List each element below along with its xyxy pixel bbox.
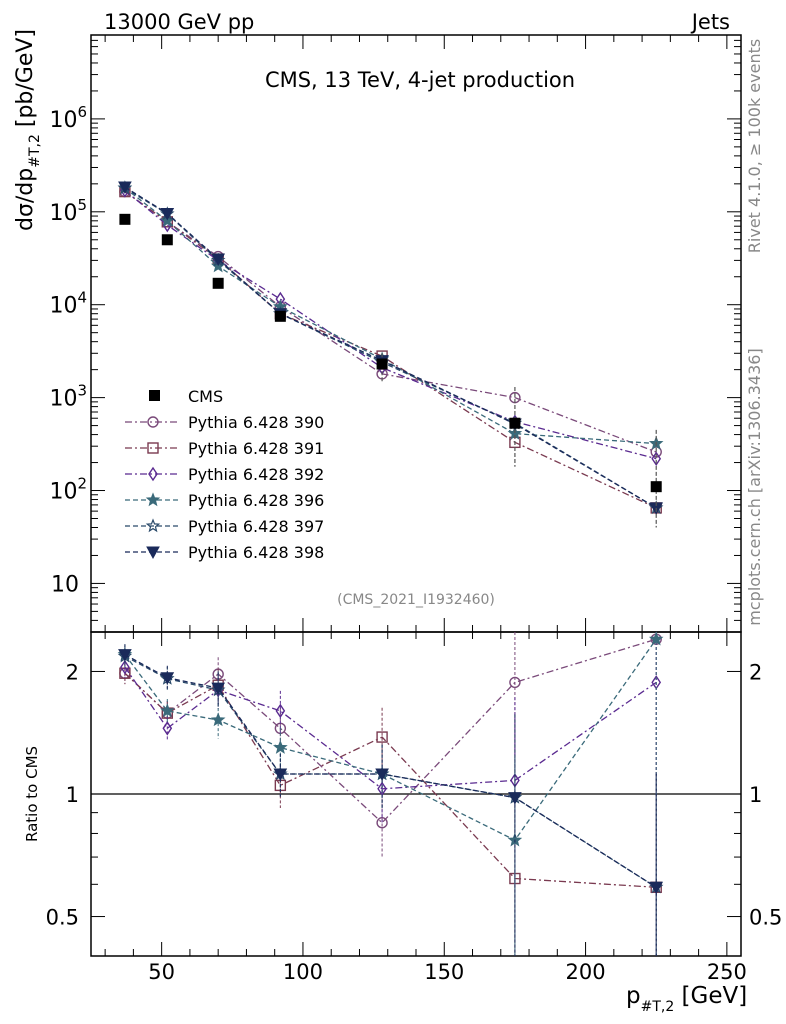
ratio-series-line xyxy=(124,638,657,824)
legend-marker xyxy=(147,442,159,454)
ratio-plot-series xyxy=(117,631,664,956)
tick-exponent: 6 xyxy=(77,103,87,121)
ratio-series-point xyxy=(160,703,175,718)
ratio-series-point xyxy=(649,881,664,895)
legend-marker xyxy=(146,546,160,560)
legend-label: Pythia 6.428 397 xyxy=(188,517,324,536)
x-axis-label-sub: #T,2 xyxy=(641,999,675,1015)
ratio-series-point xyxy=(118,649,132,662)
ratio-series-point xyxy=(273,739,288,754)
ratio-series-line xyxy=(124,654,657,888)
tick-exponent: 3 xyxy=(77,382,87,400)
ratio-y-axis-label: Ratio to CMS xyxy=(23,746,41,842)
x-tick-label: 100 xyxy=(283,960,323,984)
ratio-series-point xyxy=(210,712,226,727)
tick-base: 10 xyxy=(49,294,77,319)
ratio-series-point xyxy=(508,792,522,805)
cms-data-point xyxy=(161,234,173,246)
main-y-axis-label: dσ/dp#T,2 [pb/GeV] xyxy=(13,29,43,231)
ratio-series-point xyxy=(120,659,130,675)
cms-data-point xyxy=(212,277,224,289)
main-series-point xyxy=(211,253,226,267)
tick-exponent: 4 xyxy=(77,289,87,307)
ratio-series-point xyxy=(376,731,388,743)
ratio-series-point xyxy=(211,682,226,696)
legend-marker xyxy=(145,518,161,533)
ratio-series-point xyxy=(648,631,664,646)
main-y-tick-label: 105 xyxy=(49,196,87,226)
x-axis-label: p#T,2 [GeV] xyxy=(626,983,747,1015)
x-axis-label-unit: [GeV] xyxy=(674,983,747,1009)
cms-data-point xyxy=(650,481,662,493)
cms-data-point xyxy=(274,310,286,322)
tick-exponent: 5 xyxy=(77,196,87,214)
ratio-series-point xyxy=(162,721,173,736)
main-y-tick-label: 104 xyxy=(49,289,87,319)
legend-marker xyxy=(145,492,161,507)
ratio-series-point xyxy=(509,676,521,689)
ratio-series-point xyxy=(375,768,389,782)
main-y-tick-label: 103 xyxy=(49,382,87,412)
header-left: 13000 GeV pp xyxy=(104,10,254,34)
tick-exponent: 2 xyxy=(77,475,87,493)
ratio-y-tick-label-right: 0.5 xyxy=(749,906,782,930)
legend-marker xyxy=(148,466,158,482)
ratio-series-point xyxy=(160,672,175,685)
ratio-y-tick-label-right: 1 xyxy=(749,783,762,807)
analysis-id-label: (CMS_2021_I1932460) xyxy=(337,592,495,608)
main-series-point xyxy=(651,451,662,466)
tick-base: 10 xyxy=(49,387,77,412)
tick-base: 10 xyxy=(49,480,77,505)
main-plot-series xyxy=(117,180,664,528)
cms-data-point xyxy=(376,358,388,370)
plot-title: CMS, 13 TeV, 4-jet production xyxy=(265,68,575,92)
main-series-point xyxy=(118,181,132,195)
main-y-tick-label: 106 xyxy=(49,103,87,133)
legend-marker xyxy=(147,416,159,428)
ratio-series-line xyxy=(124,655,657,888)
cms-data-point xyxy=(509,417,521,429)
tick-base: 10 xyxy=(49,201,77,226)
legend: CMS Pythia 6.428 390 Pythia 6.428 391 Pythi… xyxy=(125,387,324,562)
main-y-axis-label-sub: #T,2 xyxy=(27,134,43,168)
x-tick-label: 200 xyxy=(566,960,606,984)
ratio-series-line xyxy=(124,638,657,842)
ratio-y-tick-label: 1 xyxy=(66,783,79,807)
legend-label: Pythia 6.428 390 xyxy=(188,413,324,432)
main-y-axis-label-main: dσ/dp xyxy=(13,168,38,231)
main-y-tick-label: 10 xyxy=(51,572,79,597)
x-tick-label: 50 xyxy=(148,960,175,984)
main-y-tick-label: 102 xyxy=(49,475,87,505)
ratio-series-point xyxy=(275,703,286,719)
legend-label: Pythia 6.428 396 xyxy=(188,491,324,510)
legend-label: Pythia 6.428 398 xyxy=(188,543,324,562)
legend-label: Pythia 6.428 392 xyxy=(188,465,324,484)
x-axis-label-main: p xyxy=(626,983,641,1009)
ratio-y-tick-label: 2 xyxy=(66,660,79,684)
main-series-line xyxy=(124,191,657,453)
legend-marker-cms xyxy=(149,390,160,401)
ratio-series-point xyxy=(376,817,388,829)
main-y-axis-label-unit: [pb/GeV] xyxy=(13,29,38,134)
mcplots-label: mcplots.cern.ch [arXiv:1306.3436] xyxy=(745,348,764,625)
legend-label-cms: CMS xyxy=(188,387,223,406)
x-tick-label: 150 xyxy=(424,960,464,984)
ratio-y-tick-label: 0.5 xyxy=(46,906,79,930)
legend-label: Pythia 6.428 391 xyxy=(188,439,324,458)
rivet-version-label: Rivet 4.1.0, ≥ 100k events xyxy=(745,39,764,253)
x-tick-label: 250 xyxy=(707,960,747,984)
header-right: Jets xyxy=(690,10,730,34)
ratio-series-line xyxy=(124,672,657,888)
ratio-series-point xyxy=(273,768,288,782)
ratio-y-tick-label-right: 2 xyxy=(749,660,762,684)
ratio-series-line xyxy=(124,666,657,790)
tick-base: 10 xyxy=(49,108,77,133)
main-series-point xyxy=(160,207,175,221)
cms-data-point xyxy=(119,213,131,225)
